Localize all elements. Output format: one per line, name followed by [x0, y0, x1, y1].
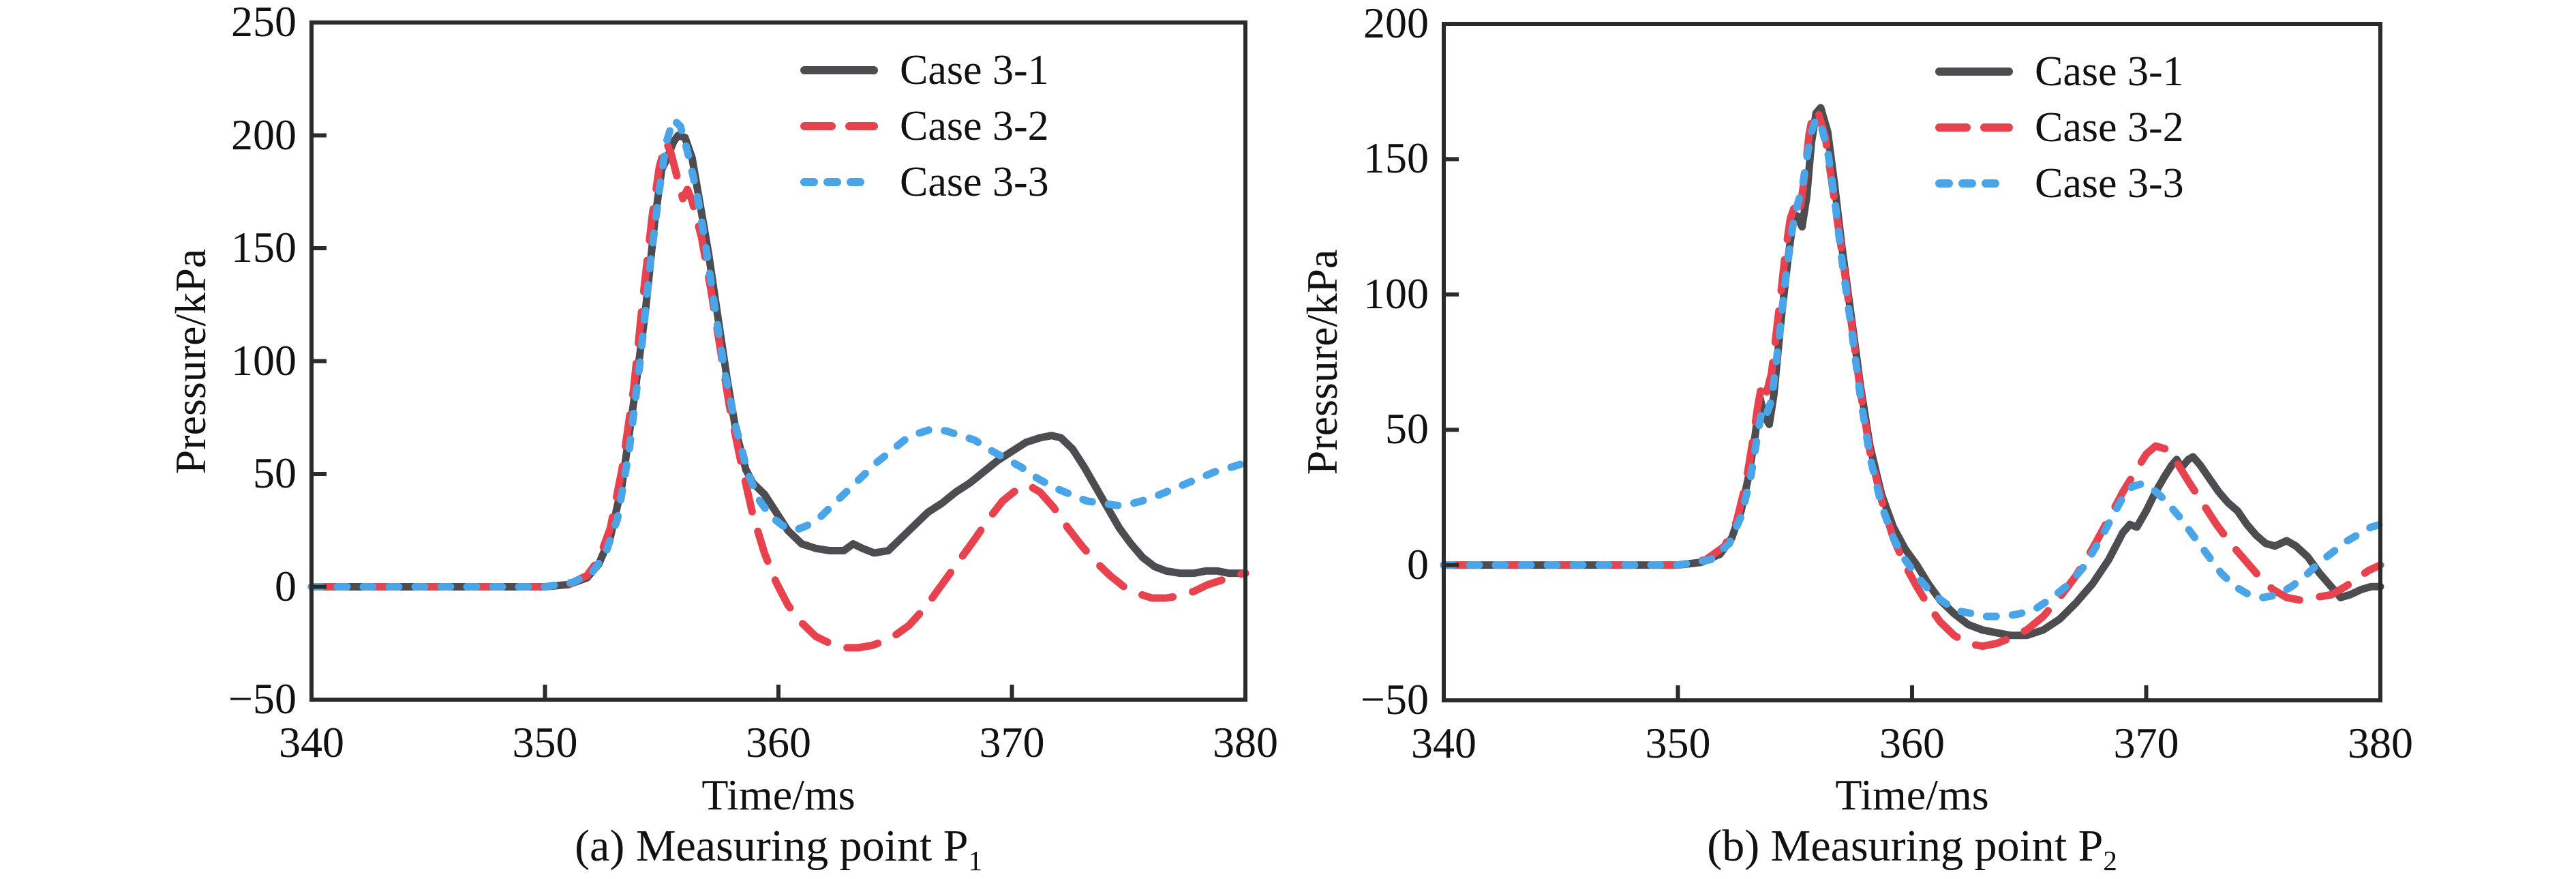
legend-item-case-3-3: Case 3-3 [799, 160, 1049, 205]
caption-a: (a) Measuring point P1 [301, 820, 1256, 879]
y-tick-label: 150 [231, 223, 297, 271]
y-tick-label: 0 [1407, 539, 1429, 589]
y-tick-label: 50 [1385, 404, 1429, 453]
y-tick-label: 200 [1363, 0, 1429, 47]
x-axis-label-b: Time/ms [1835, 771, 1989, 819]
legend-label: Case 3-1 [900, 47, 1049, 93]
y-tick-label: −50 [228, 674, 297, 723]
legend-line-sample-dotted [800, 178, 878, 186]
chart-p1-plot [307, 20, 1249, 702]
legend-line-sample-solid [800, 66, 878, 74]
legend-item-case-3-2: Case 3-2 [799, 104, 1049, 149]
x-tick-label: 370 [2113, 719, 2179, 767]
legend-line-sample-solid [1935, 68, 2013, 76]
legend-item-case-3-1: Case 3-1 [799, 48, 1049, 93]
y-tick-label: 150 [1363, 134, 1429, 183]
legend-label: Case 3-3 [900, 159, 1049, 205]
y-tick-label: 200 [231, 110, 297, 159]
y-tick-label: 100 [231, 336, 297, 385]
legend-line-sample-dotted [1935, 179, 2013, 188]
y-tick-label: 100 [1363, 269, 1429, 318]
y-tick-label: 0 [275, 561, 297, 610]
plot-frame [309, 20, 1247, 702]
series-case-3-3 [1440, 115, 2384, 621]
x-tick-label: 360 [746, 718, 811, 766]
caption-a-subscript: 1 [968, 846, 982, 877]
x-tick-label: 350 [1645, 719, 1711, 767]
y-axis-label-b: Pressure/kPa [1298, 249, 1346, 475]
y-tick-label: 50 [253, 449, 297, 497]
x-tick-label: 380 [2348, 719, 2413, 767]
y-tick-label: −50 [1360, 675, 1429, 724]
plot-frame [1442, 22, 2382, 702]
x-axis-label-a: Time/ms [701, 771, 855, 819]
series-case-3-3 [307, 115, 1249, 591]
legend-label: Case 3-2 [900, 103, 1049, 149]
chart-p2-plot [1440, 22, 2384, 702]
legend-item-case-3-1: Case 3-1 [1934, 49, 2184, 94]
series-case-3-1 [1440, 104, 2384, 640]
series-case-3-2 [307, 138, 1249, 652]
caption-b-text: (b) Measuring point P [1707, 821, 2104, 871]
caption-b-subscript: 2 [2103, 846, 2117, 877]
x-tick-label: 380 [1213, 718, 1278, 766]
legend-a: Case 3-1 Case 3-2 Case 3-3 [799, 48, 1049, 205]
x-tick-label: 340 [279, 718, 344, 766]
caption-a-text: (a) Measuring point P [575, 821, 969, 871]
legend-label: Case 3-2 [2035, 104, 2184, 151]
legend-b: Case 3-1 Case 3-2 Case 3-3 [1934, 49, 2184, 206]
legend-label: Case 3-3 [2035, 160, 2184, 207]
legend-item-case-3-3: Case 3-3 [1934, 161, 2184, 206]
legend-item-case-3-2: Case 3-2 [1934, 105, 2184, 150]
y-tick-label: 250 [231, 0, 297, 46]
x-tick-label: 370 [979, 718, 1045, 766]
x-tick-label: 360 [1879, 719, 1945, 767]
x-tick-label: 350 [512, 718, 578, 766]
legend-line-sample-dashed [800, 122, 878, 130]
caption-b: (b) Measuring point P2 [1435, 820, 2389, 879]
legend-label: Case 3-1 [2035, 48, 2184, 95]
series-case-3-2 [1440, 106, 2384, 651]
legend-line-sample-dashed [1935, 123, 2013, 132]
x-tick-label: 340 [1411, 719, 1476, 767]
